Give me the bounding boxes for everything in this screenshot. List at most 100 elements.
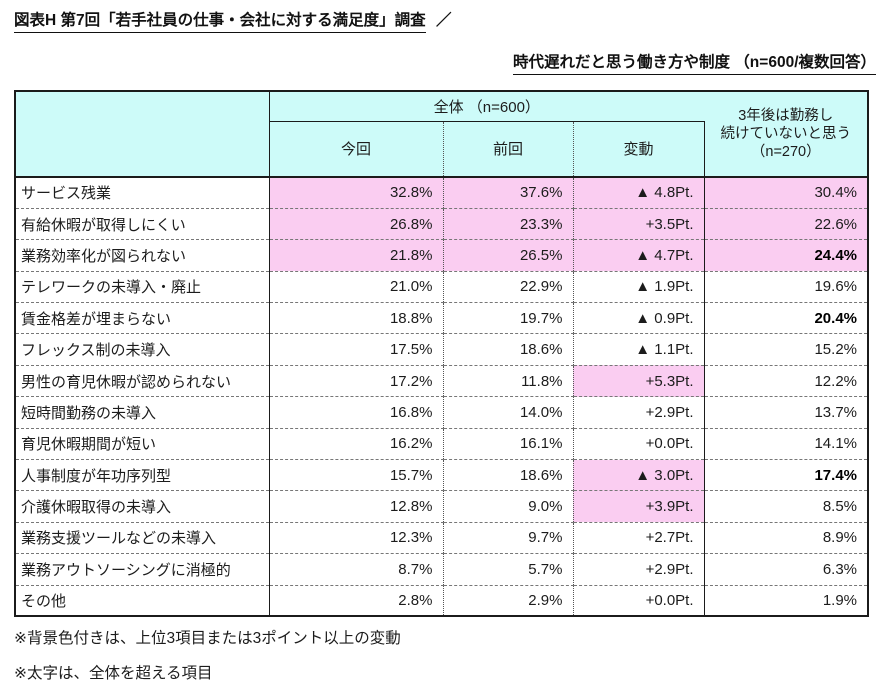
cell-change: +5.3Pt. — [573, 364, 705, 397]
cell-prev: 11.8% — [443, 364, 574, 397]
row-label: 業務支援ツールなどの未導入 — [15, 521, 270, 554]
row-label: フレックス制の未導入 — [15, 333, 270, 366]
cell-future: 8.5% — [704, 490, 869, 523]
figure-subtitle-text: 時代遅れだと思う働き方や制度 （n=600/複数回答） — [513, 50, 876, 75]
cell-future: 17.4% — [704, 459, 869, 491]
table-row: その他 2.8% 2.9% +0.0Pt. 1.9% — [15, 584, 869, 617]
table-row: 男性の育児休暇が認められない 17.2% 11.8% +5.3Pt. 12.2% — [15, 364, 869, 397]
cell-future: 12.2% — [704, 364, 869, 397]
cell-prev: 9.7% — [443, 521, 574, 554]
table-row: フレックス制の未導入 17.5% 18.6% ▲ 1.1Pt. 15.2% — [15, 333, 869, 366]
row-label: サービス残業 — [15, 177, 270, 209]
row-label: その他 — [15, 584, 270, 617]
cell-change: +0.0Pt. — [573, 427, 705, 460]
page-title-text: 図表H 第7回「若手社員の仕事・会社に対する満足度」調査 — [14, 8, 426, 33]
cell-now: 16.8% — [269, 396, 444, 429]
cell-prev: 9.0% — [443, 490, 574, 523]
cell-change: +3.5Pt. — [573, 207, 705, 240]
table-row: 育児休暇期間が短い 16.2% 16.1% +0.0Pt. 14.1% — [15, 427, 869, 460]
cell-prev: 19.7% — [443, 302, 574, 334]
cell-change: ▲ 3.0Pt. — [573, 459, 705, 491]
cell-now: 12.3% — [269, 521, 444, 554]
footnote-bold: ※太字は、全体を超える項目 — [14, 665, 213, 682]
page-title-slash: ／ — [435, 12, 452, 29]
cell-future: 14.1% — [704, 427, 869, 460]
table-row: 有給休暇が取得しにくい 26.8% 23.3% +3.5Pt. 22.6% — [15, 207, 869, 240]
header-corner-cell — [15, 91, 270, 178]
cell-now: 18.8% — [269, 302, 444, 334]
header-future-line3: （n=270） — [750, 144, 821, 160]
cell-now: 32.8% — [269, 177, 444, 209]
figure-subtitle: 時代遅れだと思う働き方や制度 （n=600/複数回答） — [513, 50, 876, 75]
cell-change: ▲ 1.9Pt. — [573, 270, 705, 303]
cell-change: ▲ 1.1Pt. — [573, 333, 705, 366]
cell-future: 30.4% — [704, 177, 869, 209]
table-row: 業務効率化が図られない 21.8% 26.5% ▲ 4.7Pt. 24.4% — [15, 239, 869, 272]
row-label: 人事制度が年功序列型 — [15, 459, 270, 491]
cell-future: 13.7% — [704, 396, 869, 429]
cell-now: 16.2% — [269, 427, 444, 460]
cell-change: +0.0Pt. — [573, 584, 705, 617]
cell-future: 8.9% — [704, 521, 869, 554]
survey-table: 全体 （n=600） 3年後は勤務し 続けていないと思う （n=270） 今回 … — [14, 90, 870, 618]
cell-prev: 14.0% — [443, 396, 574, 429]
cell-now: 8.7% — [269, 553, 444, 586]
cell-prev: 18.6% — [443, 459, 574, 491]
row-label: 介護休暇取得の未導入 — [15, 490, 270, 523]
cell-prev: 2.9% — [443, 584, 574, 617]
header-future-line1: 3年後は勤務し — [738, 108, 834, 124]
cell-change: ▲ 4.8Pt. — [573, 177, 705, 209]
header-group-zentai: 全体 （n=600） — [269, 91, 705, 122]
cell-now: 17.2% — [269, 364, 444, 397]
table-row: テレワークの未導入・廃止 21.0% 22.9% ▲ 1.9Pt. 19.6% — [15, 270, 869, 303]
cell-now: 2.8% — [269, 584, 444, 617]
footnotes: ※背景色付きは、上位3項目または3ポイント以上の変動 ※太字は、全体を超える項目 — [14, 626, 401, 696]
cell-now: 12.8% — [269, 490, 444, 523]
table-row: 人事制度が年功序列型 15.7% 18.6% ▲ 3.0Pt. 17.4% — [15, 459, 869, 491]
cell-prev: 16.1% — [443, 427, 574, 460]
cell-change: +3.9Pt. — [573, 490, 705, 523]
table-row: 業務アウトソーシングに消極的 8.7% 5.7% +2.9Pt. 6.3% — [15, 553, 869, 586]
cell-future: 22.6% — [704, 207, 869, 240]
header-col-future: 3年後は勤務し 続けていないと思う （n=270） — [704, 91, 869, 178]
header-col-now: 今回 — [269, 121, 444, 178]
row-label: テレワークの未導入・廃止 — [15, 270, 270, 303]
cell-future: 20.4% — [704, 302, 869, 334]
row-label: 業務効率化が図られない — [15, 239, 270, 272]
header-col-prev: 前回 — [443, 121, 574, 178]
row-label: 有給休暇が取得しにくい — [15, 207, 270, 240]
cell-future: 15.2% — [704, 333, 869, 366]
cell-prev: 37.6% — [443, 177, 574, 209]
table-row: 賃金格差が埋まらない 18.8% 19.7% ▲ 0.9Pt. 20.4% — [15, 302, 869, 334]
cell-prev: 26.5% — [443, 239, 574, 272]
cell-prev: 18.6% — [443, 333, 574, 366]
cell-change: +2.9Pt. — [573, 553, 705, 586]
cell-now: 17.5% — [269, 333, 444, 366]
cell-future: 24.4% — [704, 239, 869, 272]
row-label: 賃金格差が埋まらない — [15, 302, 270, 334]
row-label: 男性の育児休暇が認められない — [15, 364, 270, 397]
cell-change: ▲ 0.9Pt. — [573, 302, 705, 334]
table-row: 介護休暇取得の未導入 12.8% 9.0% +3.9Pt. 8.5% — [15, 490, 869, 523]
row-label: 業務アウトソーシングに消極的 — [15, 553, 270, 586]
cell-now: 21.8% — [269, 239, 444, 272]
cell-future: 19.6% — [704, 270, 869, 303]
cell-future: 6.3% — [704, 553, 869, 586]
table-body: サービス残業 32.8% 37.6% ▲ 4.8Pt. 30.4% 有給休暇が取… — [15, 177, 869, 617]
page-title: 図表H 第7回「若手社員の仕事・会社に対する満足度」調査 ／ — [14, 8, 451, 33]
cell-prev: 5.7% — [443, 553, 574, 586]
header-future-line2: 続けていないと思う — [720, 126, 852, 142]
table-row: サービス残業 32.8% 37.6% ▲ 4.8Pt. 30.4% — [15, 177, 869, 209]
cell-now: 15.7% — [269, 459, 444, 491]
cell-prev: 22.9% — [443, 270, 574, 303]
row-label: 短時間勤務の未導入 — [15, 396, 270, 429]
row-label: 育児休暇期間が短い — [15, 427, 270, 460]
cell-change: +2.9Pt. — [573, 396, 705, 429]
table-row: 短時間勤務の未導入 16.8% 14.0% +2.9Pt. 13.7% — [15, 396, 869, 429]
cell-future: 1.9% — [704, 584, 869, 617]
table-header: 全体 （n=600） 3年後は勤務し 続けていないと思う （n=270） 今回 … — [15, 91, 869, 178]
cell-prev: 23.3% — [443, 207, 574, 240]
cell-now: 21.0% — [269, 270, 444, 303]
footnote-highlight: ※背景色付きは、上位3項目または3ポイント以上の変動 — [14, 630, 401, 647]
